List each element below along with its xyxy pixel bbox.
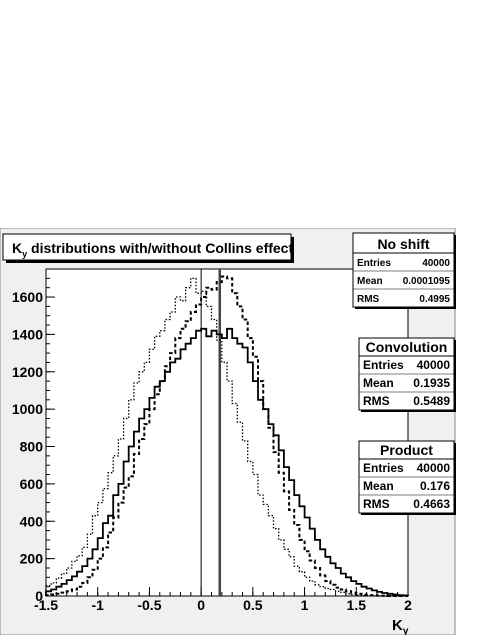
stat-value: 0.5489 <box>413 394 450 408</box>
stat-box-title: No shift <box>377 236 429 252</box>
histogram-series <box>45 275 409 597</box>
y-tick-label: 1600 <box>12 289 43 305</box>
x-tick-label: 2 <box>404 597 412 613</box>
stat-label: RMS <box>357 294 380 305</box>
histogram-solid <box>45 327 409 597</box>
histogram-dotted <box>45 277 408 597</box>
stat-label: Entries <box>363 461 404 475</box>
histogram-chart: Ky distributions with/without Collins ef… <box>0 228 456 635</box>
histogram-dashed <box>45 275 408 597</box>
y-tick-label: 1000 <box>12 401 43 417</box>
y-tick-label: 400 <box>20 513 44 529</box>
stat-box-title: Convolution <box>366 339 448 355</box>
stat-box-title: Product <box>380 442 433 458</box>
x-tick-label: -1 <box>91 597 104 613</box>
vertical-lines <box>200 269 222 596</box>
title-box <box>2 233 292 261</box>
x-tick-label: 1 <box>301 597 309 613</box>
x-tick-label: -1.5 <box>34 597 58 613</box>
stat-value: 40000 <box>422 258 450 269</box>
axis-ticks: -1.5 -1 -0.5 0 0.5 1 1.5 2 0 200 400 600 800 1000 1200… <box>12 268 412 613</box>
stat-value: 0.176 <box>420 479 450 493</box>
stat-label: RMS <box>363 497 390 511</box>
stat-value: 0.1935 <box>413 376 450 390</box>
x-tick-label: -0.5 <box>137 597 161 613</box>
plot-frame <box>45 268 409 597</box>
stat-value: 40000 <box>417 461 451 475</box>
title-rest: distributions with/without Collins effec… <box>27 240 293 256</box>
y-tick-label: 600 <box>20 476 44 492</box>
stat-label: Mean <box>363 376 394 390</box>
stat-boxes: No shift Entries 40000 Mean 0.0001095 RMS 0.49… <box>352 232 456 515</box>
stat-value: 0.0001095 <box>403 276 451 287</box>
x-axis-label: Ky <box>392 617 409 635</box>
y-tick-label: 800 <box>20 439 44 455</box>
stat-label: Mean <box>363 479 394 493</box>
title-main: K <box>12 240 22 256</box>
stat-label: RMS <box>363 394 390 408</box>
y-tick-label: 1400 <box>12 326 43 342</box>
y-tick-label: 0 <box>35 588 43 604</box>
stat-label: Entries <box>363 358 404 372</box>
xlabel-sub: y <box>403 626 409 635</box>
x-tick-label: 1.5 <box>347 597 367 613</box>
stat-value: 0.4995 <box>419 294 450 305</box>
x-tick-label: 0 <box>197 597 205 613</box>
stat-label: Mean <box>357 276 383 287</box>
title-sub: y <box>22 249 27 259</box>
stat-value: 40000 <box>417 358 451 372</box>
stat-label: Entries <box>357 258 391 269</box>
stat-box <box>352 232 455 308</box>
chart-title: Ky distributions with/without Collins ef… <box>12 240 293 259</box>
stat-value: 0.4663 <box>413 497 450 511</box>
x-tick-label: 0.5 <box>243 597 263 613</box>
xlabel-main: K <box>392 617 403 634</box>
y-tick-label: 1200 <box>12 364 43 380</box>
y-tick-label: 200 <box>20 551 44 567</box>
